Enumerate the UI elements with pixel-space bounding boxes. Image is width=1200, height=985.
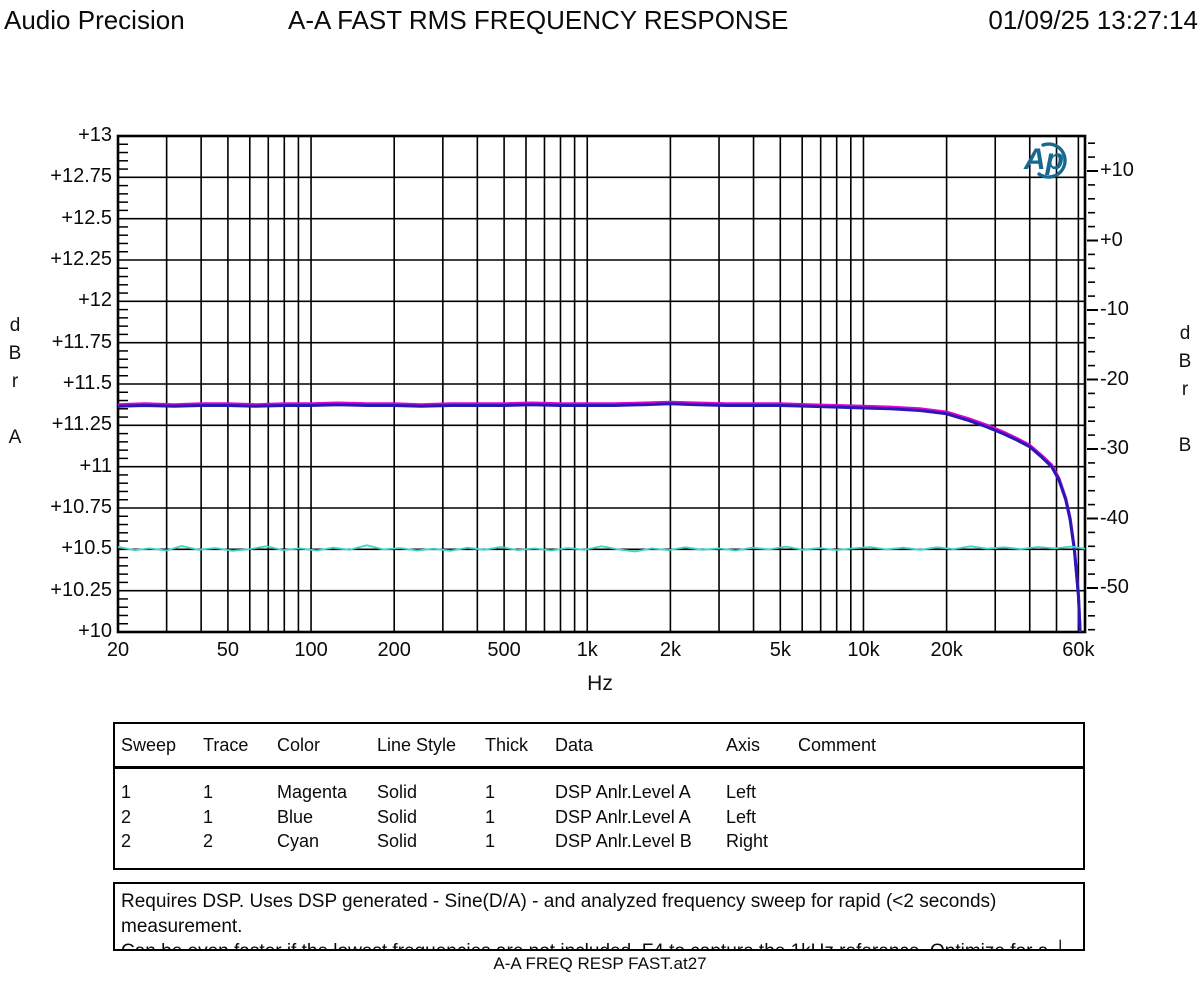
legend-cell: 2 bbox=[121, 831, 132, 851]
timestamp: 01/09/25 13:27:14 bbox=[988, 5, 1198, 35]
axis-unit-letter: d bbox=[1179, 323, 1191, 344]
left-axis-tick-label: +11.25 bbox=[51, 413, 112, 436]
comment-line: Requires DSP. Uses DSP generated - Sine(… bbox=[121, 891, 997, 912]
frequency-response-plot: Ap bbox=[116, 134, 1098, 634]
legend-cell: 1 bbox=[121, 782, 132, 802]
brand-text: Audio Precision bbox=[4, 5, 185, 35]
left-axis-tick-label: +10.5 bbox=[61, 537, 112, 560]
comment-line: Can be even faster if the lowest frequen… bbox=[121, 939, 1077, 949]
legend-column-header: Color bbox=[277, 735, 321, 755]
x-axis-tick-label: 10k bbox=[847, 639, 880, 661]
legend-cell: 1 bbox=[485, 806, 496, 827]
trace-legend-table: Sweep Trace Color Line Style Thick Data Axis Co… bbox=[113, 722, 1085, 870]
legend-cell: Left bbox=[726, 806, 757, 827]
left-axis-tick-label: +13 bbox=[78, 124, 112, 146]
trace-magenta bbox=[118, 400, 1082, 632]
x-axis-title: Hz bbox=[587, 672, 613, 695]
legend-header-separator bbox=[115, 766, 1083, 769]
left-axis-tick-label: +12.5 bbox=[61, 206, 112, 229]
left-axis-tick-label: +10 bbox=[78, 620, 112, 642]
comment-box: Requires DSP. Uses DSP generated - Sine(… bbox=[113, 882, 1085, 951]
axis-unit-letter: B bbox=[1178, 435, 1192, 456]
x-axis-tick-label: 50 bbox=[216, 639, 240, 661]
legend-cell: DSP Anlr.Level A bbox=[555, 782, 691, 802]
x-axis-tick-label: 100 bbox=[294, 639, 328, 661]
legend-cell: Solid bbox=[377, 782, 418, 802]
x-axis-tick-label: 20k bbox=[930, 639, 963, 661]
legend-column-header: Axis bbox=[726, 735, 761, 755]
legend-cell: Solid bbox=[377, 831, 418, 851]
axis-unit-letter: r bbox=[11, 371, 19, 392]
legend-cell: DSP Anlr.Level B bbox=[555, 831, 692, 851]
x-axis-tick-label: 2k bbox=[659, 639, 681, 661]
right-axis-tick-label: -30 bbox=[1100, 437, 1129, 459]
axis-unit-letter: d bbox=[9, 315, 21, 336]
traces bbox=[118, 400, 1085, 632]
right-axis-tick-label: -40 bbox=[1100, 506, 1129, 529]
right-axis-tick-label: -20 bbox=[1100, 367, 1129, 390]
comment-line: measurement. bbox=[121, 916, 243, 937]
ap-logo: Ap bbox=[1023, 142, 1067, 179]
legend-column-header: Sweep bbox=[121, 735, 177, 755]
left-axis-tick-label: +10.75 bbox=[50, 496, 112, 518]
test-filename: A-A FREQ RESP FAST.at27 bbox=[493, 954, 707, 973]
axis-unit-letter: B bbox=[8, 343, 22, 364]
legend-cell: DSP Anlr.Level A bbox=[555, 806, 691, 827]
legend-cell: Blue bbox=[277, 806, 314, 827]
x-axis-tick-label: 200 bbox=[377, 639, 411, 661]
left-axis-tick-label: +12 bbox=[78, 289, 112, 312]
plot-border bbox=[116, 134, 1087, 634]
legend-cell: 1 bbox=[203, 806, 214, 827]
left-axis-minor-ticks bbox=[119, 143, 128, 625]
legend-cell: Cyan bbox=[277, 831, 320, 851]
right-axis-tick-label: +0 bbox=[1100, 228, 1123, 251]
axis-unit-letter: A bbox=[8, 427, 22, 448]
left-axis-tick-label: +12.25 bbox=[50, 248, 112, 270]
legend-column-header: Line Style bbox=[377, 735, 457, 755]
legend-cell: 2 bbox=[121, 806, 132, 827]
x-axis-tick-label: 500 bbox=[487, 639, 521, 661]
left-axis-tick-label: +11.5 bbox=[62, 372, 112, 394]
legend-cell: Magenta bbox=[277, 782, 348, 802]
right-axis-tick-label: +10 bbox=[1100, 159, 1134, 181]
legend-column-header: Comment bbox=[798, 735, 877, 755]
legend-cell: Right bbox=[726, 831, 769, 851]
x-axis-tick-label: 20 bbox=[106, 639, 130, 661]
right-axis-tick-label: -10 bbox=[1100, 298, 1129, 320]
trace-blue bbox=[118, 402, 1082, 632]
page-title: A-A FAST RMS FREQUENCY RESPONSE bbox=[288, 5, 789, 35]
right-axis-tick-label: -50 bbox=[1100, 576, 1129, 598]
axis-unit-letter: r bbox=[1181, 379, 1189, 400]
left-axis-tick-label: +11 bbox=[79, 454, 112, 477]
legend-column-header: Data bbox=[555, 735, 594, 755]
trace-cyan bbox=[118, 544, 1085, 553]
left-axis-tick-label: +10.25 bbox=[50, 578, 112, 601]
axis-unit-letter: B bbox=[1178, 351, 1192, 372]
right-axis-ticks bbox=[1087, 142, 1098, 631]
legend-column-header: Thick bbox=[485, 735, 529, 755]
legend-cell: Left bbox=[726, 782, 757, 802]
left-axis-tick-label: +11.75 bbox=[51, 330, 112, 353]
legend-cell: 1 bbox=[485, 831, 496, 851]
legend-cell: 2 bbox=[203, 831, 214, 851]
x-axis-tick-label: 1k bbox=[576, 639, 598, 661]
x-axis-tick-label: 5k bbox=[769, 639, 791, 661]
svg-text:Ap: Ap bbox=[1023, 143, 1064, 176]
legend-cell: 1 bbox=[485, 782, 496, 802]
legend-cell: Solid bbox=[377, 806, 418, 827]
x-axis-tick-label: 60k bbox=[1062, 639, 1095, 661]
left-axis-tick-label: +12.75 bbox=[50, 165, 112, 188]
grid-lines bbox=[118, 136, 1085, 632]
legend-cell: 1 bbox=[203, 782, 214, 802]
legend-column-header: Trace bbox=[203, 735, 249, 755]
